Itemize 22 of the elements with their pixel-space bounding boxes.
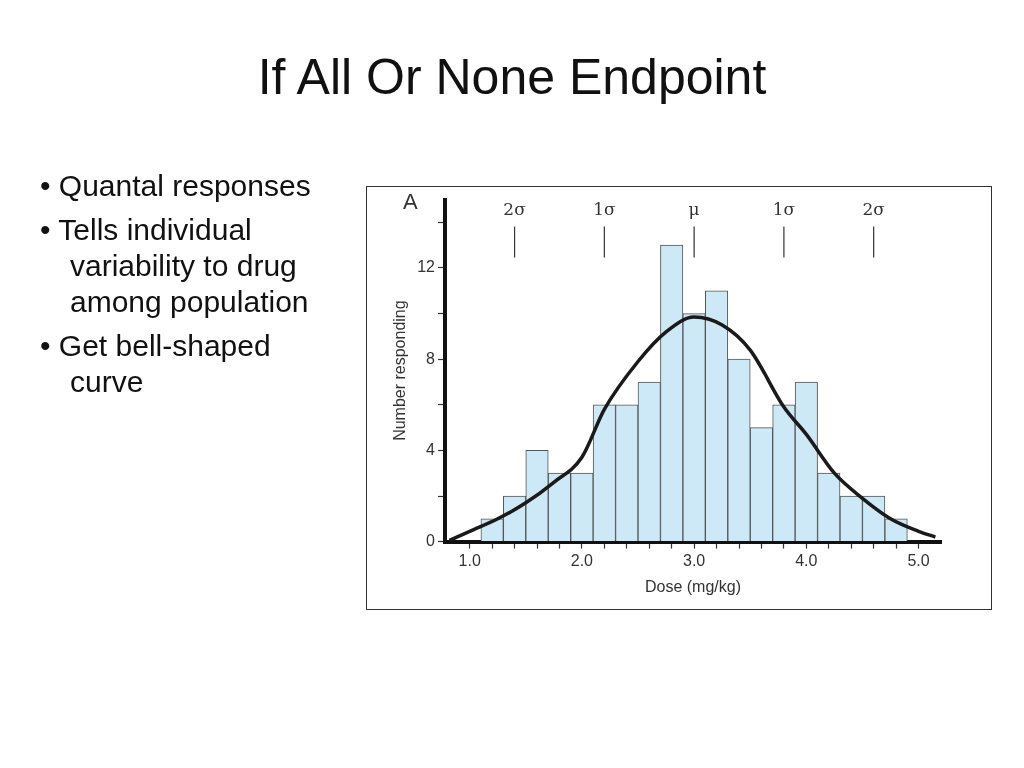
text: A [403, 189, 418, 215]
x-tick-label: 4.0 [795, 551, 818, 569]
y-tick-label: 0 [426, 532, 436, 550]
annotation: 2σ [503, 198, 527, 219]
x-tick-label: 3.0 [683, 551, 706, 569]
x-axis-title: Dose (mg/kg) [644, 577, 742, 595]
x-tick-label: 2.0 [570, 551, 594, 569]
y-tick-label: 12 [417, 258, 436, 276]
y-tick-label: 8 [426, 349, 436, 367]
text: • Quantal responses [40, 168, 312, 204]
annotation: 1σ [593, 198, 616, 219]
text: • Tells individual variability to drug among population [40, 212, 310, 320]
line-series [447, 315, 938, 542]
x-tick-label: 5.0 [907, 551, 930, 569]
annotation: 1σ [772, 198, 796, 219]
y-tick-label: 4 [426, 440, 436, 458]
x-tick-label: 1.0 [458, 551, 481, 569]
y-axis-title: Number responding [391, 300, 409, 441]
annotation: μ [688, 198, 700, 219]
annotation: 2σ [862, 198, 886, 219]
text: • Get bell-shaped curve [40, 328, 272, 400]
chart-title: If All Or None Endpoint [256, 48, 768, 106]
